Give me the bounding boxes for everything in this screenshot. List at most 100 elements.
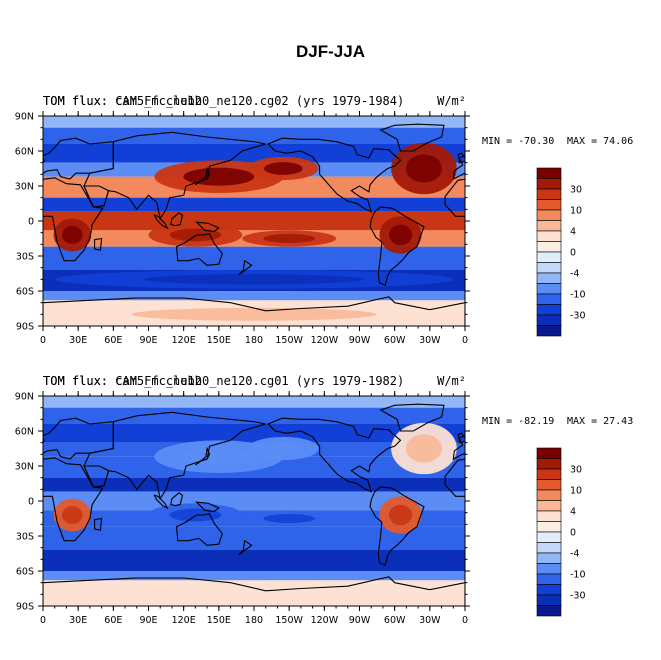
colorbar-label: 0	[570, 248, 576, 259]
colorbar-box	[536, 500, 562, 512]
field-core-6	[263, 234, 315, 243]
x-tick-label: 60W	[384, 615, 406, 626]
x-tick-label: 120E	[172, 615, 196, 626]
field-core-1	[263, 162, 303, 175]
band-5	[43, 477, 465, 492]
y-tick-label: 90S	[16, 602, 34, 613]
coast-asia	[83, 411, 266, 501]
coast-asia	[83, 131, 266, 221]
colorbar-label: 10	[570, 486, 582, 497]
x-tick-label: 30W	[419, 335, 441, 346]
y-tick-label: 60N	[15, 427, 34, 438]
colorbar-box	[536, 283, 562, 295]
panel-title-left: TOM flux: CAM Fm clubb	[43, 94, 202, 108]
field-core-4	[388, 504, 413, 526]
colorbar-box	[536, 272, 562, 284]
coast-nz	[238, 259, 253, 276]
coast-australia	[176, 513, 223, 546]
colorbar-box	[536, 178, 562, 190]
colorbar-box	[536, 573, 562, 585]
colorbar-label: -10	[570, 290, 586, 301]
y-tick-label: 90N	[15, 392, 34, 403]
coast-greenland	[379, 123, 445, 152]
coast-arabia	[83, 465, 110, 488]
band-0	[43, 116, 465, 128]
band-10	[43, 291, 465, 301]
map-area	[43, 396, 465, 606]
coast-uk	[43, 437, 45, 443]
colorbar-box	[536, 167, 562, 179]
colorbar-box	[536, 447, 562, 459]
colorbar-box	[536, 531, 562, 543]
colorbar-box	[536, 605, 562, 617]
x-tick-label: 0	[40, 335, 46, 346]
colorbar-label: 30	[570, 185, 582, 196]
x-tick-label: 90W	[349, 335, 371, 346]
colorbar-label: 4	[570, 507, 576, 518]
x-tick-label: 60E	[104, 615, 122, 626]
colorbar-box	[536, 458, 562, 470]
x-tick-label: 90W	[349, 615, 371, 626]
map-area	[43, 116, 465, 326]
field-core-4	[388, 224, 413, 246]
coast-japan	[195, 166, 211, 186]
coast-australia	[176, 233, 223, 266]
colorbar-box	[536, 552, 562, 564]
coast-uk	[43, 157, 45, 163]
field-core-3	[61, 506, 83, 524]
band-6	[43, 211, 465, 231]
field-core-5	[169, 228, 222, 242]
x-tick-label: 90E	[139, 335, 157, 346]
coast-antarctica	[43, 296, 465, 326]
coast-namerica	[267, 417, 402, 493]
colorbar-box	[536, 521, 562, 533]
colorbar-label: 30	[570, 465, 582, 476]
y-tick-label: 0	[28, 217, 34, 228]
y-tick-label: 30S	[16, 532, 34, 543]
field-core-1	[263, 442, 303, 455]
field-core-2	[405, 434, 443, 463]
coast-madagascar	[94, 517, 103, 531]
coast-newguinea	[195, 221, 220, 233]
colorbar-box	[536, 241, 562, 253]
x-tick-label: 60E	[104, 335, 122, 346]
x-tick-label: 30W	[419, 615, 441, 626]
colorbar-label: -4	[570, 549, 579, 560]
panel-units: W/m²	[437, 94, 466, 108]
panel-2: 90N 60N 30N 0 30S 60S 90S 0 30E 60E 90E 120E 150E 180…	[15, 374, 633, 626]
band-0	[43, 396, 465, 408]
band-5	[43, 197, 465, 212]
min-label: MIN = -82.19	[482, 416, 554, 427]
colorbar-box	[536, 251, 562, 263]
colorbar-box	[536, 594, 562, 606]
x-tick-label: 0	[462, 615, 468, 626]
field-core-8	[131, 307, 377, 321]
field-core-7	[144, 274, 364, 285]
colorbar-label: 10	[570, 206, 582, 217]
colorbar-label: 0	[570, 528, 576, 539]
coast-europe-wrap	[452, 155, 465, 180]
y-tick-label: 30S	[16, 252, 34, 263]
band-8	[43, 246, 465, 270]
coast-africa	[43, 457, 104, 542]
y-tick-label: 30N	[15, 462, 34, 473]
y-tick-label: 60N	[15, 147, 34, 158]
coast-madagascar	[94, 237, 103, 251]
x-tick-label: 180	[245, 615, 263, 626]
coast-europe-wrap	[452, 435, 465, 460]
colorbar-box	[536, 199, 562, 211]
panel-1: 90N 60N 30N 0 30S 60S 90S 0 30E 60E 90E 120E 150E 180…	[15, 94, 633, 346]
y-tick-label: 30N	[15, 182, 34, 193]
y-tick-label: 90S	[16, 322, 34, 333]
colorbar-box	[536, 584, 562, 596]
field-core-7	[144, 554, 364, 565]
colorbar-box	[536, 489, 562, 501]
coast-sumatra	[153, 214, 169, 230]
field-core-5	[169, 508, 222, 522]
colorbar-box	[536, 262, 562, 274]
coast-africa	[43, 177, 104, 262]
x-tick-label: 150W	[275, 335, 303, 346]
colorbar-label: -4	[570, 269, 579, 280]
coast-arabia	[83, 185, 110, 208]
